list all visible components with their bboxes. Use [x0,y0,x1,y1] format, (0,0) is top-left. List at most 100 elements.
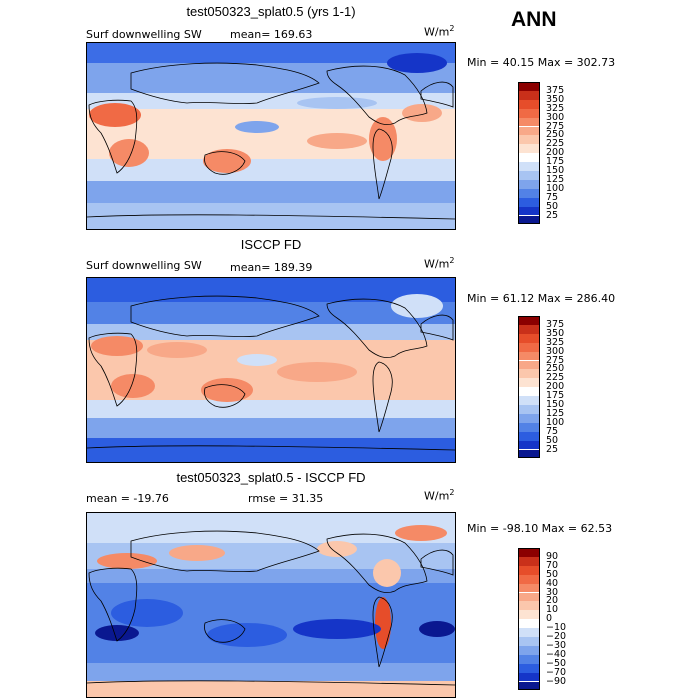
panel-1-map [86,42,456,230]
colorbar-level-label: −50 [546,657,567,669]
panel-3-mean: mean = -19.76 [86,492,169,505]
panel-3-minmax: Min = -98.10 Max = 62.53 [467,522,613,535]
colorbar-swatch [518,422,540,432]
panel-2-map-svg [87,278,455,462]
colorbar-level-label: 275 [546,120,565,132]
colorbar-level-label: 100 [546,182,565,194]
colorbar-swatch [518,153,540,163]
panel-1-title: test050323_splat0.5 (yrs 1-1) [186,4,356,19]
colorbar-swatch [518,99,540,109]
colorbar-swatch [518,162,540,171]
colorbar-swatch [518,672,540,682]
colorbar-level-label: 175 [546,156,565,168]
colorbar-swatch [518,592,540,602]
colorbar-level-label: −30 [546,639,567,651]
colorbar-level-label: −10 [546,622,567,634]
colorbar-swatch [518,206,540,216]
colorbar-swatch [518,548,540,557]
colorbar-level-label: 300 [546,345,565,357]
colorbar-level-label: 150 [546,399,565,410]
colorbar-swatch [518,117,540,127]
panel-2-variable: Surf downwelling SW [86,259,202,272]
colorbar-swatch [518,360,540,370]
colorbar-level-label: 125 [546,173,565,185]
panel-2-minmax: Min = 61.12 Max = 286.40 [467,292,616,305]
colorbar-swatch [518,440,540,450]
colorbar-level-label: 150 [546,165,565,176]
colorbar-swatch [518,663,540,673]
colorbar-level-label: 90 [546,550,559,562]
colorbar-level-label: 50 [546,200,559,212]
colorbar-swatch [518,574,540,584]
colorbar-level-label: 175 [546,390,565,402]
colorbar-swatch [518,565,540,575]
colorbar-level-label: 375 [546,318,565,330]
colorbar-swatch [518,431,540,441]
colorbar-swatch [518,601,540,611]
colorbar-level-label: −40 [546,648,567,660]
panel-3-units: W/m2 [424,488,455,503]
colorbar-swatch [518,396,540,405]
panel-1-mean: mean= 169.63 [230,28,313,41]
colorbar-swatch [518,215,540,225]
colorbar-level-label: 75 [546,191,559,203]
panel-1-minmax: Min = 40.15 Max = 302.73 [467,56,616,69]
panel-3-rmse: rmse = 31.35 [248,492,324,505]
colorbar-swatch [518,351,540,361]
colorbar-swatch [518,449,540,459]
colorbar-level-label: 225 [546,138,565,150]
colorbar-swatch [518,387,540,397]
colorbar-swatch [518,135,540,145]
colorbar-level-label: 50 [546,568,559,580]
colorbar-swatch [518,645,540,655]
colorbar-level-label: 20 [546,595,559,607]
colorbar-level-label: 250 [546,363,565,375]
colorbar-level-label: 275 [546,354,565,366]
colorbar-level-label: 75 [546,425,559,437]
colorbar-swatch [518,369,540,379]
colorbar-level-label: 375 [546,84,565,96]
colorbar-swatch [518,108,540,118]
colorbar-swatch [518,197,540,207]
colorbar-swatch [518,583,540,593]
colorbar-swatch [518,126,540,136]
colorbar-swatch [518,82,540,91]
colorbar-swatch [518,90,540,100]
panel-1-units: W/m2 [424,24,455,39]
panel-1-variable: Surf downwelling SW [86,28,202,41]
colorbar-level-label: −90 [546,675,567,687]
colorbar-level-label: 50 [546,434,559,446]
panel-1-map-svg [87,43,455,229]
colorbar-swatch [518,654,540,664]
panel-3-title: test050323_splat0.5 - ISCCP FD [176,470,366,485]
panel-2-mean: mean= 189.39 [230,261,313,274]
colorbar-level-label: 30 [546,586,559,598]
colorbar-swatch [518,144,540,154]
colorbar-swatch [518,378,540,388]
colorbar-level-label: −20 [546,631,567,642]
panel-2-map [86,277,456,463]
panel-3-map [86,512,456,698]
colorbar-swatch [518,179,540,189]
colorbar-level-label: 10 [546,604,559,616]
colorbar-swatch [518,342,540,352]
colorbar-level-label: 300 [546,111,565,123]
colorbar-swatch [518,610,540,620]
colorbar-swatch [518,333,540,343]
colorbar-swatch [518,316,540,325]
colorbar-swatch [518,324,540,334]
colorbar-swatch [518,637,540,646]
panel-2-units: W/m2 [424,256,455,271]
colorbar-level-label: 350 [546,93,565,105]
colorbar-level-label: 0 [546,613,553,625]
colorbar-level-label: 350 [546,327,565,339]
colorbar-level-label: 40 [546,577,559,589]
panel-3-map-svg [87,513,455,697]
colorbar-swatch [518,628,540,637]
colorbar-swatch [518,413,540,423]
colorbar-level-label: 100 [546,416,565,428]
colorbar-level-label: 200 [546,381,565,393]
colorbar-swatch [518,619,540,629]
colorbar-swatch [518,188,540,198]
colorbar-swatch [518,556,540,566]
